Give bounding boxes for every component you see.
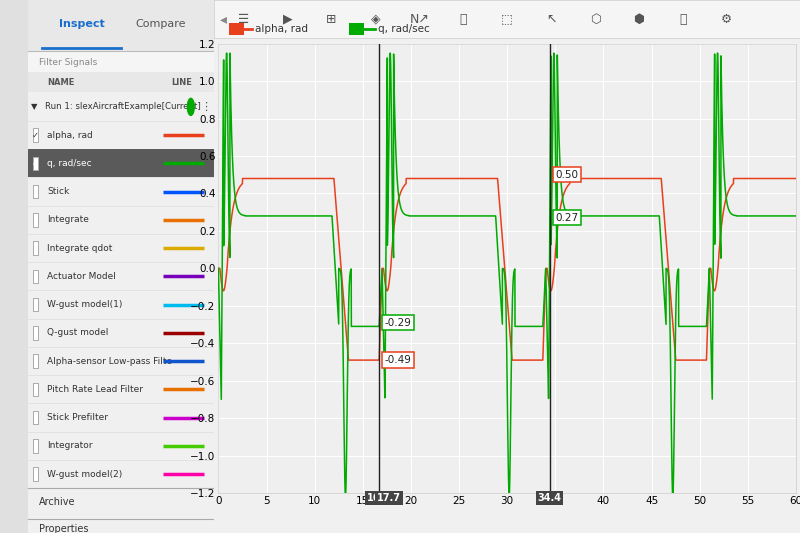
Bar — [0, 0, 28, 533]
Bar — [33, 128, 38, 142]
Text: Pitch Rate Lead Filter: Pitch Rate Lead Filter — [47, 385, 143, 394]
Bar — [33, 213, 38, 227]
Text: Alpha-sensor Low-pass Filte: Alpha-sensor Low-pass Filte — [47, 357, 172, 366]
Text: Filter Signals: Filter Signals — [38, 59, 97, 67]
Text: Inspect: Inspect — [58, 19, 104, 29]
Bar — [33, 270, 38, 283]
Text: N↗: N↗ — [410, 13, 430, 26]
Circle shape — [187, 98, 194, 116]
Text: ▼: ▼ — [31, 102, 38, 111]
Text: Compare: Compare — [135, 19, 186, 29]
Text: alpha, rad: alpha, rad — [255, 24, 308, 34]
Text: ✓: ✓ — [32, 159, 39, 168]
Text: 0.50: 0.50 — [555, 169, 578, 180]
Text: 16.7: 16.7 — [367, 493, 391, 503]
Text: Q-gust model: Q-gust model — [47, 328, 109, 337]
Text: q, rad/sec: q, rad/sec — [378, 24, 430, 34]
Text: ✓: ✓ — [32, 131, 39, 140]
Bar — [33, 354, 38, 368]
Text: Stick Prefilter: Stick Prefilter — [47, 413, 108, 422]
Text: q, rad/sec: q, rad/sec — [47, 159, 92, 168]
Text: ↖: ↖ — [546, 13, 556, 26]
Text: ◂: ◂ — [220, 12, 227, 26]
Text: -0.29: -0.29 — [385, 318, 412, 328]
Text: ⋮: ⋮ — [200, 102, 211, 112]
Bar — [28, 72, 214, 92]
Text: ⬚: ⬚ — [502, 13, 513, 26]
Text: Integrate: Integrate — [47, 215, 89, 224]
Text: 34.4: 34.4 — [538, 493, 562, 503]
Bar — [33, 467, 38, 481]
Text: ▶: ▶ — [282, 13, 293, 26]
Text: W-gust model(1): W-gust model(1) — [47, 300, 122, 309]
Bar — [349, 23, 364, 35]
Bar — [28, 149, 214, 177]
Text: Integrate qdot: Integrate qdot — [47, 244, 113, 253]
Bar — [33, 298, 38, 311]
Bar — [28, 0, 214, 64]
Text: Archive: Archive — [38, 497, 75, 506]
Bar — [33, 185, 38, 198]
Bar — [33, 439, 38, 453]
Text: Integrator: Integrator — [47, 441, 93, 450]
Text: Properties: Properties — [38, 524, 88, 533]
Bar — [33, 326, 38, 340]
Text: W-gust model(2): W-gust model(2) — [47, 470, 122, 479]
Text: ⬢: ⬢ — [634, 13, 644, 26]
Text: alpha, rad: alpha, rad — [47, 131, 93, 140]
Bar — [28, 52, 214, 72]
Text: ⬡: ⬡ — [590, 13, 601, 26]
Text: 0.27: 0.27 — [555, 213, 578, 223]
Text: NAME: NAME — [47, 78, 74, 87]
Text: ◈: ◈ — [370, 13, 380, 26]
Text: -0.49: -0.49 — [385, 355, 412, 365]
Text: ⊞: ⊞ — [326, 13, 337, 26]
Bar — [33, 411, 38, 424]
Text: 📷: 📷 — [679, 13, 686, 26]
Text: 17.7: 17.7 — [377, 493, 401, 503]
Bar — [33, 383, 38, 396]
Bar — [33, 157, 38, 170]
Text: LINE: LINE — [171, 78, 192, 87]
Text: Stick: Stick — [47, 187, 70, 196]
Text: ☰: ☰ — [238, 13, 250, 26]
Text: ⚙: ⚙ — [721, 13, 733, 26]
Text: Actuator Model: Actuator Model — [47, 272, 116, 281]
Text: 🔍: 🔍 — [459, 13, 467, 26]
Bar — [33, 241, 38, 255]
Text: Run 1: slexAircraftExample[Current]: Run 1: slexAircraftExample[Current] — [45, 102, 201, 111]
Bar — [229, 23, 244, 35]
